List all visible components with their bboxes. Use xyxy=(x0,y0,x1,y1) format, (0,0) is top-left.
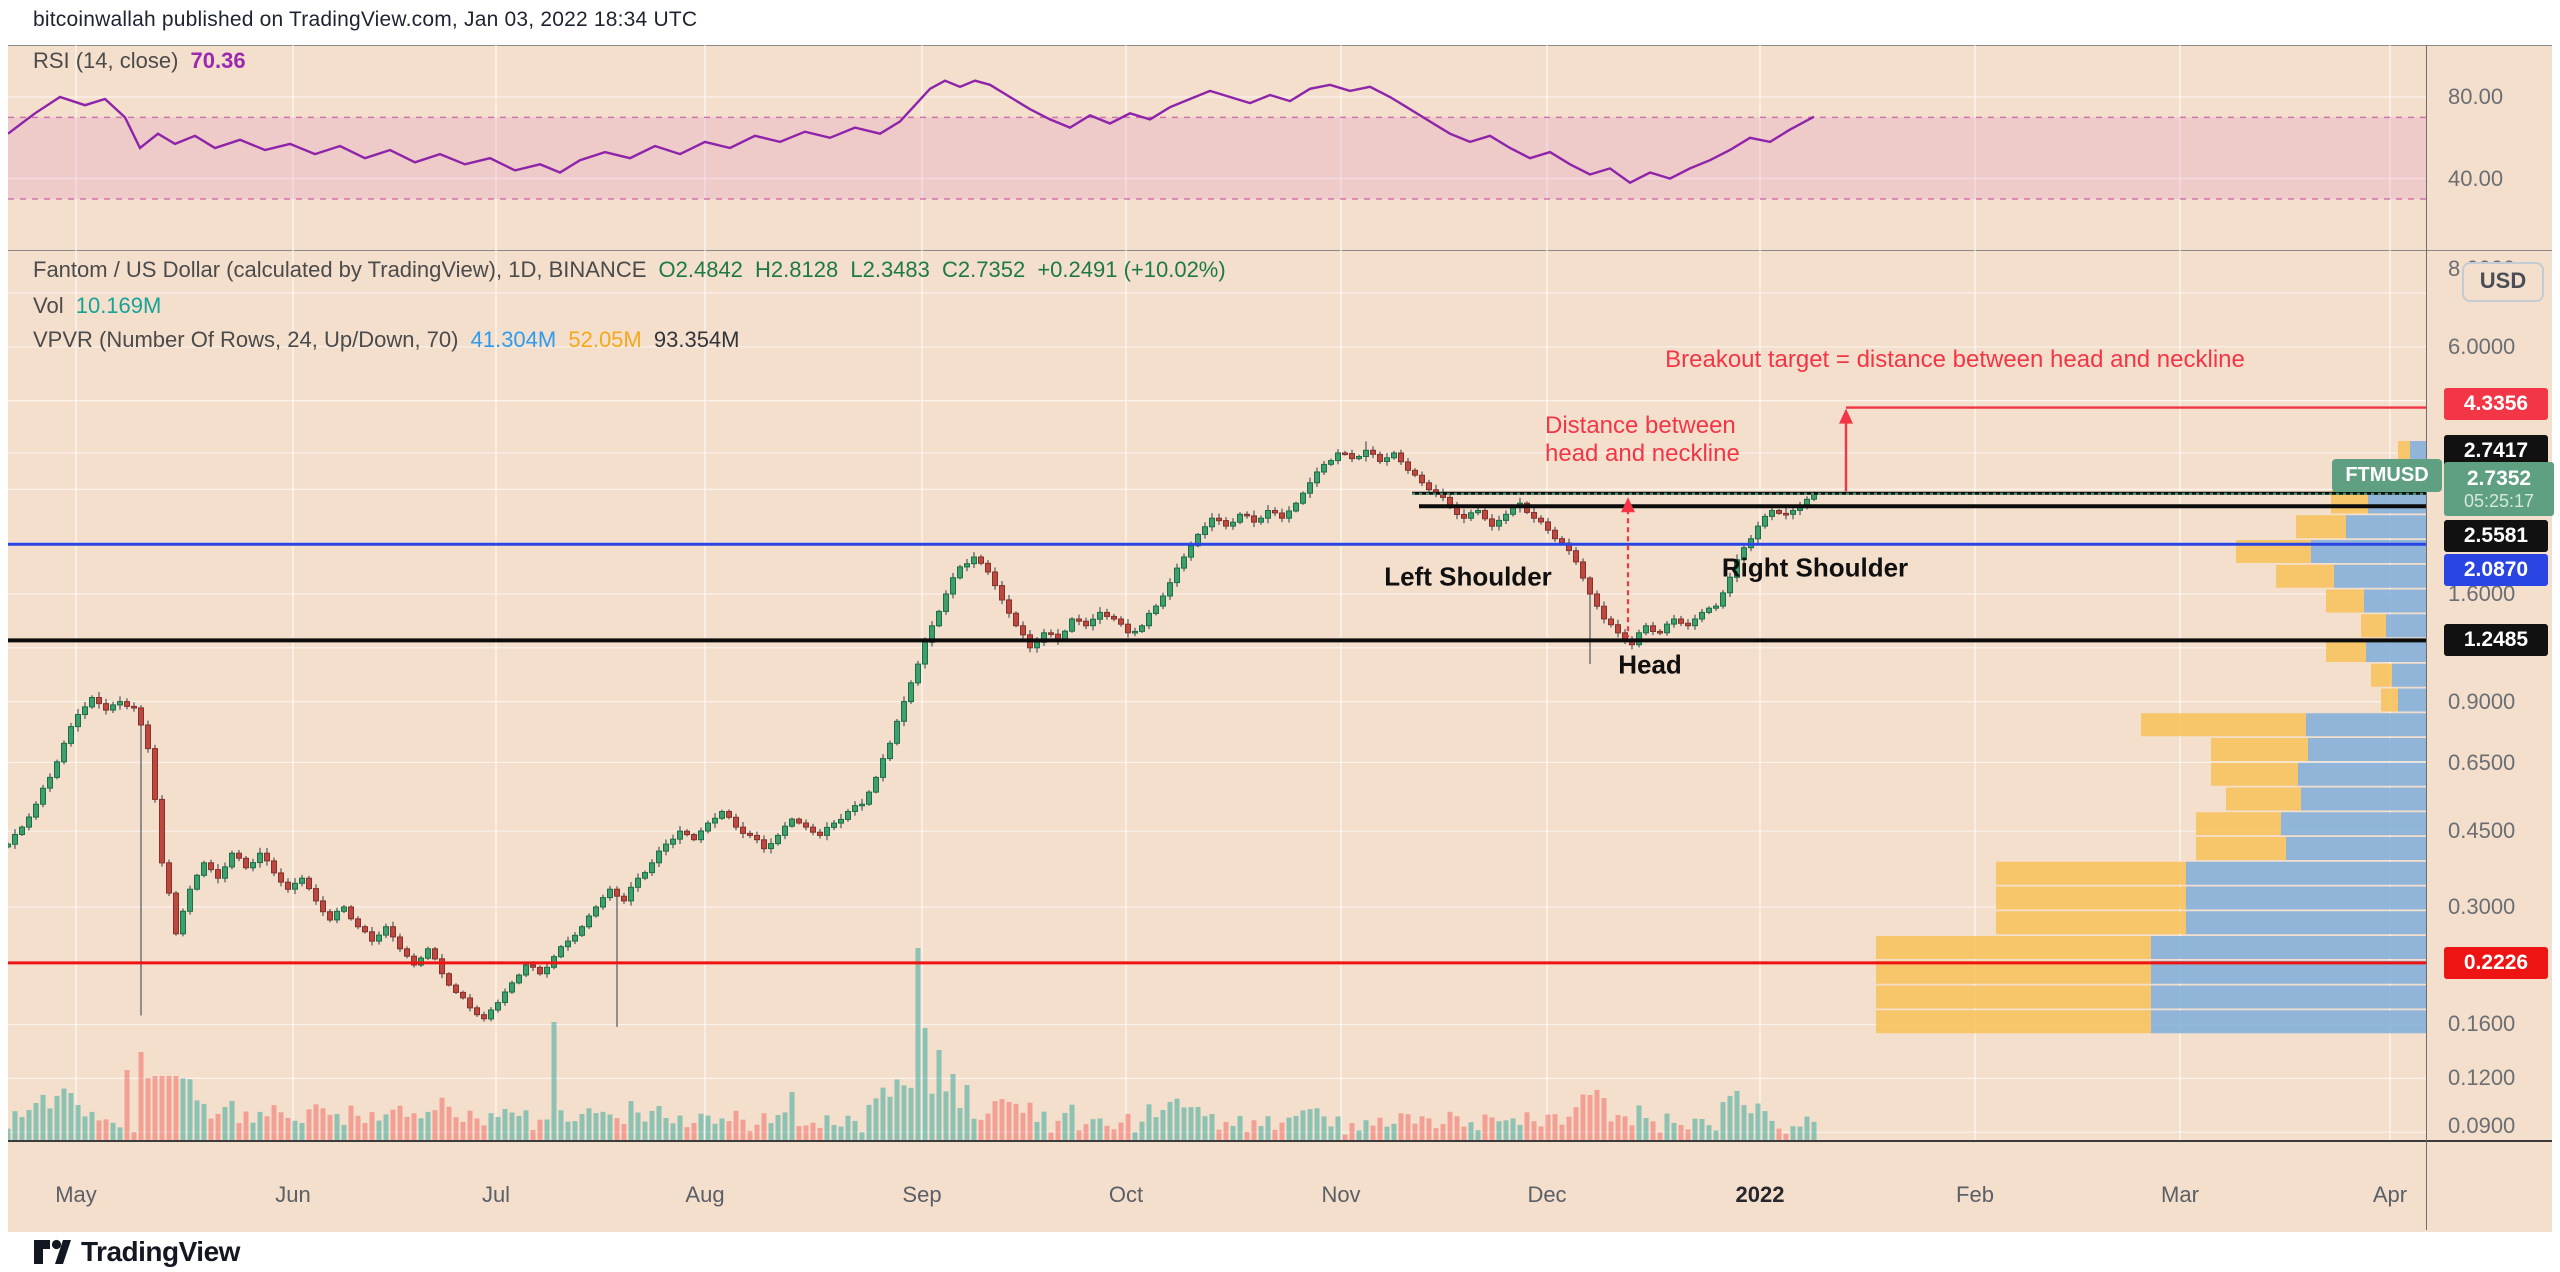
time-axis-label: Jul xyxy=(481,1182,511,1207)
rsi-band xyxy=(8,117,2426,199)
bar-countdown: 05:25:17 xyxy=(2463,491,2535,511)
price-tick-label: 0.9000 xyxy=(2448,689,2516,714)
price-badge: 1.2485 xyxy=(2444,624,2548,656)
vpvr-down-volume: 52.05M xyxy=(568,327,642,352)
time-axis-label: Jun xyxy=(275,1182,311,1207)
ohlc-open: O2.4842 xyxy=(658,257,743,282)
vpvr-up-volume: 41.304M xyxy=(470,327,557,352)
vol-label: Vol xyxy=(33,293,64,318)
breakout-target-annotation: Breakout target = distance between head … xyxy=(1665,346,2245,373)
price-badge: 0.2226 xyxy=(2444,947,2548,979)
time-axis-label: Dec xyxy=(1527,1182,1567,1207)
symbol-title: Fantom / US Dollar (calculated by Tradin… xyxy=(33,257,647,282)
current-price-badge: 2.7352 05:25:17 xyxy=(2444,462,2554,516)
distance-annotation: Distance between head and neckline xyxy=(1545,412,1740,468)
volume-series xyxy=(8,948,1817,1140)
tradingview-logo[interactable]: TradingView xyxy=(33,1236,240,1268)
symbol-legend[interactable]: Fantom / US Dollar (calculated by Tradin… xyxy=(33,257,1232,283)
price-badge: 2.7417 xyxy=(2444,435,2548,467)
vpvr-label: VPVR (Number Of Rows, 24, Up/Down, 70) xyxy=(33,327,459,352)
distance-annotation-line1: Distance between xyxy=(1545,412,1736,439)
tradingview-logo-icon xyxy=(34,1239,71,1264)
rsi-params: (14, close) xyxy=(75,48,179,73)
vol-value: 10.169M xyxy=(75,293,162,318)
ohlc-low: L2.3483 xyxy=(850,257,930,282)
rsi-value: 70.36 xyxy=(190,48,246,73)
ohlc-high: H2.8128 xyxy=(755,257,839,282)
distance-annotation-line2: head and neckline xyxy=(1545,440,1740,467)
candlestick-series xyxy=(8,441,1817,1027)
right-shoulder-label: Right Shoulder xyxy=(1721,552,1909,583)
left-shoulder-label: Left Shoulder xyxy=(1384,561,1552,592)
price-tick-label: 0.4500 xyxy=(2448,818,2516,843)
vpvr-total-volume: 93.354M xyxy=(653,327,740,352)
ohlc-close: C2.7352 xyxy=(942,257,1026,282)
time-axis-label: Sep xyxy=(902,1182,942,1207)
tradingview-logo-text: TradingView xyxy=(81,1236,240,1267)
rsi-line xyxy=(8,79,1815,185)
time-axis-strip[interactable] xyxy=(8,1140,2552,1232)
price-tick-label: 0.6500 xyxy=(2448,750,2516,775)
breakout-arrowhead xyxy=(1839,408,1853,424)
rsi-label: RSI xyxy=(33,48,70,73)
time-axis-label: Apr xyxy=(2372,1182,2408,1207)
time-axis-label: May xyxy=(55,1182,97,1207)
rsi-legend[interactable]: RSI (14, close) 70.36 xyxy=(33,48,252,74)
price-badge: 4.3356 xyxy=(2444,388,2548,420)
current-price-value: 2.7352 xyxy=(2466,467,2532,490)
measure-arrowhead xyxy=(1621,497,1635,513)
attribution-text: bitcoinwallah published on TradingView.c… xyxy=(33,8,698,31)
price-tick-label: 0.1200 xyxy=(2448,1065,2516,1090)
price-badge: 2.0870 xyxy=(2444,554,2548,586)
price-badge: 2.5581 xyxy=(2444,520,2548,552)
volume-legend[interactable]: Vol 10.169M xyxy=(33,293,167,319)
time-axis-label: Mar xyxy=(2161,1182,2199,1207)
time-axis-label: 2022 xyxy=(1735,1182,1785,1207)
head-label: Head xyxy=(1618,649,1682,680)
change-value: +0.2491 (+10.02%) xyxy=(1037,257,1226,282)
usd-currency-button[interactable]: USD xyxy=(2462,262,2544,302)
price-tick-label: 6.0000 xyxy=(2448,334,2516,359)
time-axis-label: Feb xyxy=(1956,1182,1994,1207)
price-axis-separator xyxy=(2426,45,2427,1230)
price-tick-label: 0.1600 xyxy=(2448,1011,2516,1036)
symbol-price-label: FTMUSD xyxy=(2332,459,2442,492)
price-tick-label: 0.0900 xyxy=(2448,1113,2516,1138)
price-tick-label: 0.3000 xyxy=(2448,894,2516,919)
time-axis-label: Aug xyxy=(685,1182,725,1207)
vpvr-profile xyxy=(1876,441,2426,1034)
rsi-tick-label: 40.00 xyxy=(2448,165,2504,191)
time-axis-label: Oct xyxy=(1108,1182,1144,1207)
time-axis-label: Nov xyxy=(1321,1182,1361,1207)
rsi-pane[interactable] xyxy=(8,45,2552,251)
vpvr-legend[interactable]: VPVR (Number Of Rows, 24, Up/Down, 70) 4… xyxy=(33,327,746,353)
rsi-tick-label: 80.00 xyxy=(2448,84,2504,109)
